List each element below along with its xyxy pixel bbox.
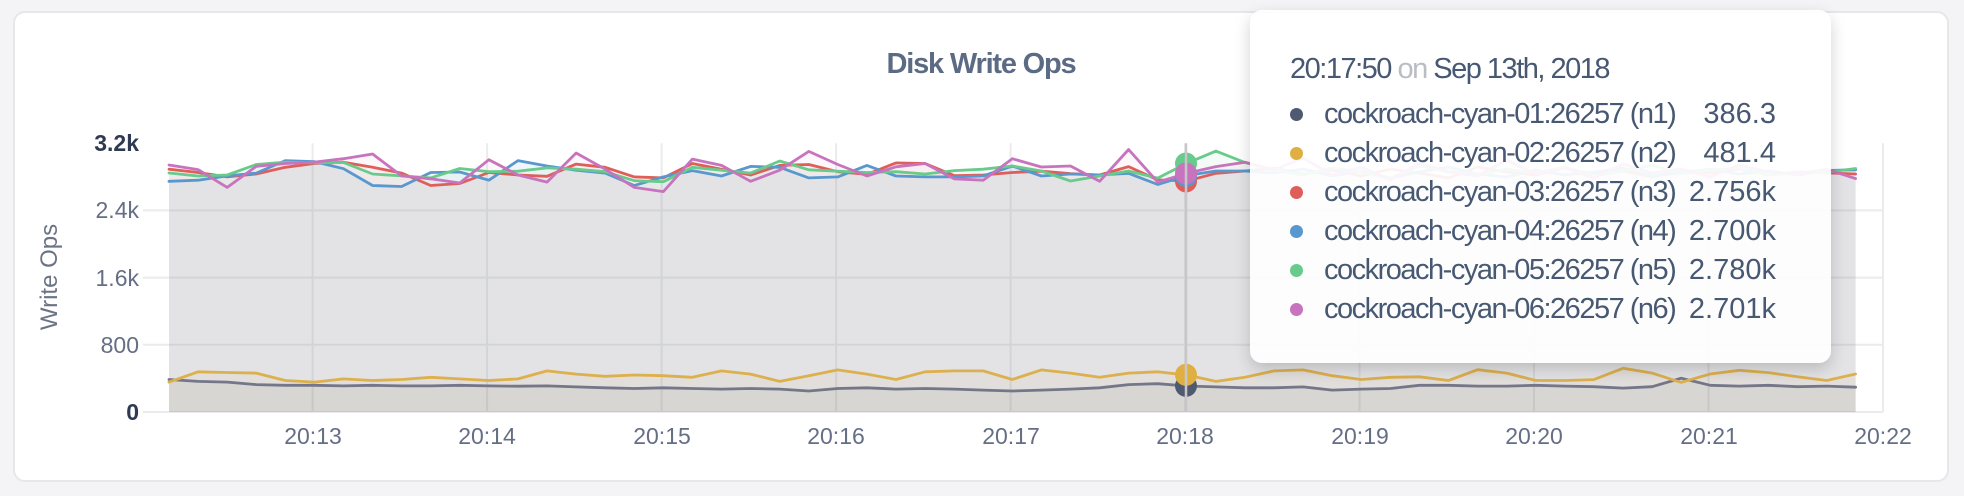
svg-text:0: 0	[126, 399, 139, 425]
svg-text:20:14: 20:14	[458, 423, 516, 449]
svg-text:20:13: 20:13	[284, 423, 342, 449]
svg-text:20:16: 20:16	[807, 423, 865, 449]
svg-text:20:20: 20:20	[1505, 423, 1563, 449]
svg-text:Write Ops: Write Ops	[36, 224, 63, 330]
svg-text:20:15: 20:15	[633, 423, 691, 449]
svg-text:3.2k: 3.2k	[94, 130, 139, 156]
svg-text:20:21: 20:21	[1680, 423, 1738, 449]
svg-text:20:22: 20:22	[1854, 423, 1912, 449]
svg-text:20:19: 20:19	[1331, 423, 1389, 449]
svg-text:Disk Write Ops: Disk Write Ops	[887, 48, 1076, 80]
svg-text:20:18: 20:18	[1156, 423, 1214, 449]
svg-text:2.4k: 2.4k	[96, 197, 140, 223]
svg-text:1.6k: 1.6k	[96, 265, 140, 291]
svg-text:800: 800	[101, 332, 139, 358]
svg-text:20:17: 20:17	[982, 423, 1040, 449]
